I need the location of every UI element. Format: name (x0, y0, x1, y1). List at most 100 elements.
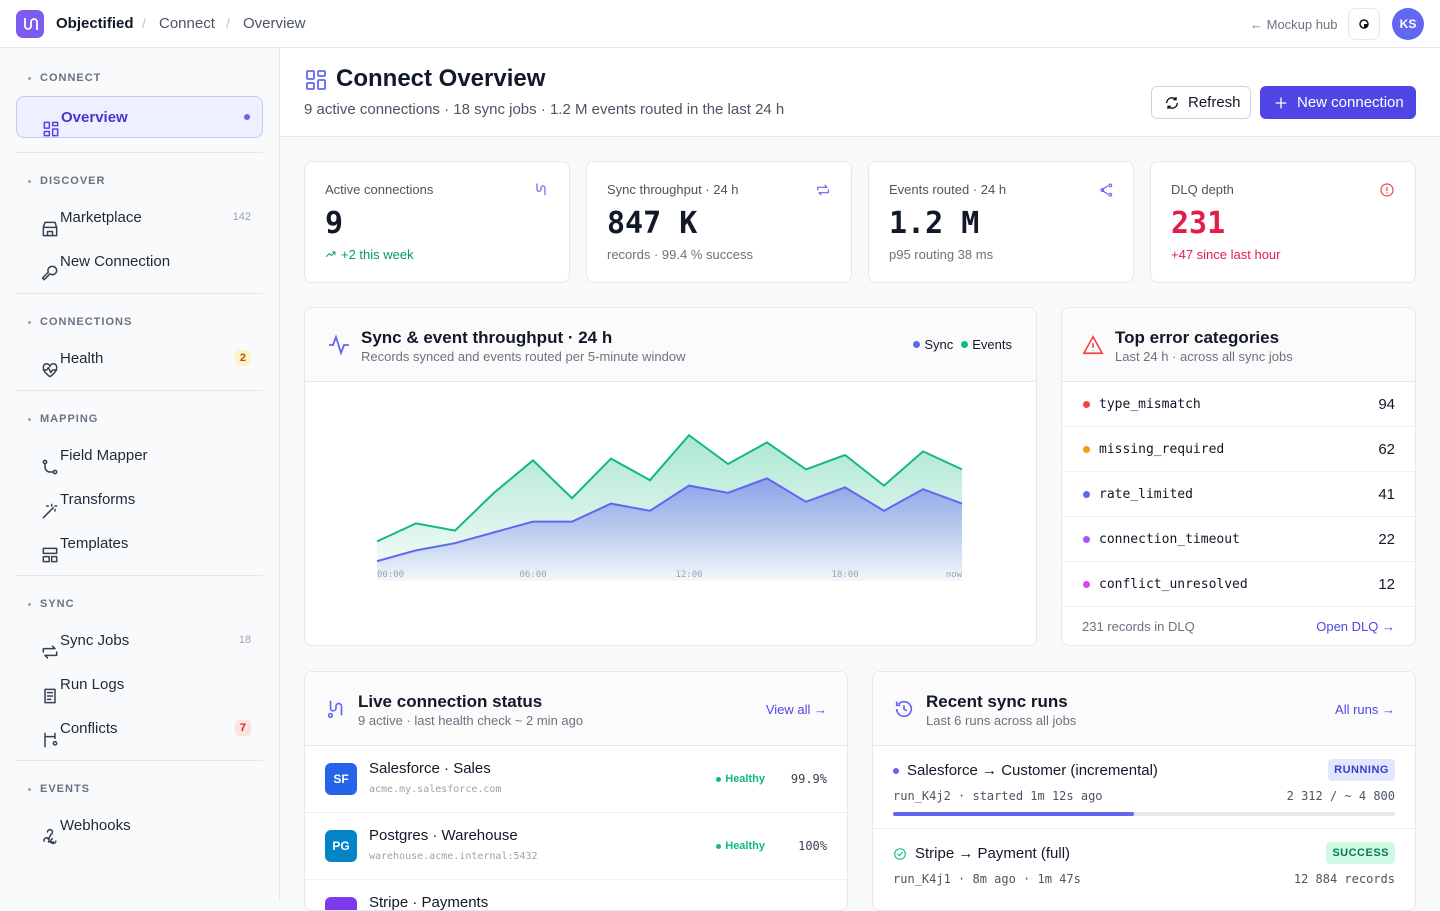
refresh-button[interactable]: Refresh (1151, 86, 1251, 119)
nav-item[interactable]: Templates (16, 521, 263, 565)
all-runs-link[interactable]: All runs → (1335, 702, 1395, 717)
error-count: 12 (1378, 576, 1395, 593)
card-subtitle: Records synced and events routed per 5-m… (361, 349, 686, 364)
nav-icon (42, 362, 58, 378)
top-bar: Objectified / Connect / Overview ← Mocku… (0, 0, 1440, 48)
legend-swatch (913, 341, 921, 348)
nav-icon (42, 547, 58, 563)
back-link[interactable]: ← Mockup hub (1250, 17, 1338, 32)
connection-badge (325, 897, 357, 910)
nav-section: EVENTS Webhooks (16, 775, 263, 857)
kpi-value: 231 (1171, 206, 1226, 241)
run-status: RUNNING (1328, 759, 1395, 781)
error-name: connection_timeout (1099, 532, 1240, 547)
line (376, 433, 963, 543)
nav-item[interactable]: Conflicts 7 (16, 706, 263, 750)
avatar[interactable]: KS (1392, 8, 1424, 40)
separator: / (226, 15, 230, 31)
nav-item[interactable]: Sync Jobs 18 (16, 618, 263, 662)
x-tick-label: now (946, 570, 963, 580)
nav-item[interactable]: Transforms (16, 477, 263, 521)
error-count: 41 (1378, 486, 1395, 503)
section-label: EVENTS (40, 783, 91, 795)
nav-label: Run Logs (60, 675, 125, 693)
nav-item[interactable]: Field Mapper (16, 433, 263, 477)
kpi-icon (1380, 183, 1394, 197)
nav-badge: 142 (232, 211, 251, 223)
nav-item[interactable]: Marketplace 142 (16, 195, 263, 239)
error-name: missing_required (1099, 442, 1225, 457)
x-tick-label: 00:00 (377, 570, 404, 580)
breadcrumb[interactable]: Connect (159, 15, 215, 32)
card-subtitle: 9 active · last health check ~ 2 min ago (358, 713, 584, 728)
error-count: 94 (1378, 396, 1395, 413)
brand[interactable]: Objectified (56, 15, 134, 32)
progress-track (893, 812, 1395, 816)
button-label: Refresh (1188, 94, 1241, 111)
nav-item[interactable]: Health 2 (16, 336, 263, 380)
run-meta: run_K4j2 · started 1m 12s ago (893, 789, 1103, 803)
recent-runs-card: Recent sync runs Last 6 runs across all … (872, 671, 1416, 911)
logo[interactable] (16, 10, 44, 38)
connection-badge: SF (325, 763, 357, 795)
kpi-note: records · 99.4 % success (607, 247, 753, 262)
section-title: DISCOVER (16, 167, 263, 195)
error-row: type_mismatch 94 (1062, 382, 1415, 427)
connection-status: Healthy (716, 840, 765, 852)
view-all-link[interactable]: View all → (765, 702, 827, 717)
header-icon (306, 70, 326, 90)
running-dot (893, 768, 899, 774)
connection-name: Postgres · Warehouse (369, 827, 518, 844)
page-header: Connect Overview 9 active connections · … (280, 48, 1440, 137)
connection-uptime: 100% (798, 839, 827, 853)
connection-row[interactable]: Stripe · Payments (305, 880, 847, 910)
error-count: 62 (1378, 441, 1395, 458)
kpi-value: 847 K (607, 206, 698, 241)
nav-icon (41, 265, 58, 281)
errors-card: Top error categories Last 24 h · across … (1061, 307, 1416, 646)
nav-item[interactable]: New Connection (16, 239, 263, 283)
chart: 00:00 06:00 12:00 18:00 now (376, 433, 963, 581)
connection-host: warehouse.acme.internal:5432 (369, 851, 538, 862)
card-header: Live connection status 9 active · last h… (305, 672, 847, 746)
new-connection-button[interactable]: New connection (1260, 86, 1416, 119)
kpi-note-text: p95 routing 38 ms (889, 247, 994, 262)
run-name: Stripe → Payment (full) (915, 845, 1071, 862)
logo-icon (24, 18, 38, 30)
card-title: Recent sync runs (926, 692, 1068, 711)
error-dot (1083, 446, 1090, 453)
legend-label: Sync (924, 337, 954, 352)
connection-row[interactable]: PG Postgres · Warehouse warehouse.acme.int… (305, 813, 847, 880)
card-title: Top error categories (1115, 328, 1280, 347)
run-row[interactable]: Salesforce → Customer (incremental) RUNNI… (873, 746, 1415, 829)
error-row: rate_limited 41 (1062, 472, 1415, 517)
run-row[interactable]: Stripe → Payment (full) SUCCESS run_K4j1 ·… (873, 829, 1415, 910)
connection-row[interactable]: SF Salesforce · Sales acme.my.salesforce.c… (305, 746, 847, 813)
nav-icon (43, 121, 59, 137)
nav-item[interactable]: Run Logs (16, 662, 263, 706)
nav-icon (43, 828, 57, 845)
sidebar: CONNECT Overview DISCOVER Marketplace 142 New… (0, 48, 280, 900)
trend-icon (326, 251, 336, 257)
kpi-value: 1.2 M (889, 206, 980, 241)
run-status: SUCCESS (1326, 842, 1395, 864)
nav-label: Templates (60, 534, 129, 552)
kpi-card: Active connections 9 +2 this week (304, 161, 570, 283)
nav-label: Webhooks (60, 816, 131, 834)
nav-section: DISCOVER Marketplace 142 New Connection (16, 167, 263, 294)
nav-item[interactable]: Overview (16, 96, 263, 138)
theme-icon (1359, 19, 1369, 29)
error-dot (1083, 536, 1090, 543)
theme-toggle[interactable] (1348, 8, 1380, 40)
nav-icon (42, 503, 58, 519)
warning-icon (1082, 335, 1104, 355)
run-meta: run_K4j1 · 8m ago · 1m 47s (893, 872, 1081, 886)
nav-item[interactable]: Webhooks (16, 803, 263, 847)
kpi-note: p95 routing 38 ms (889, 247, 993, 262)
history-icon (895, 700, 913, 718)
error-row: missing_required 62 (1062, 427, 1415, 472)
open-dlq-link[interactable]: Open DLQ → (1316, 619, 1395, 634)
card-title: Live connection status (358, 692, 543, 711)
nav-section: MAPPING Field Mapper Transforms Templates (16, 405, 263, 576)
page-subtitle: 9 active connections · 18 sync jobs · 1.… (304, 101, 785, 118)
